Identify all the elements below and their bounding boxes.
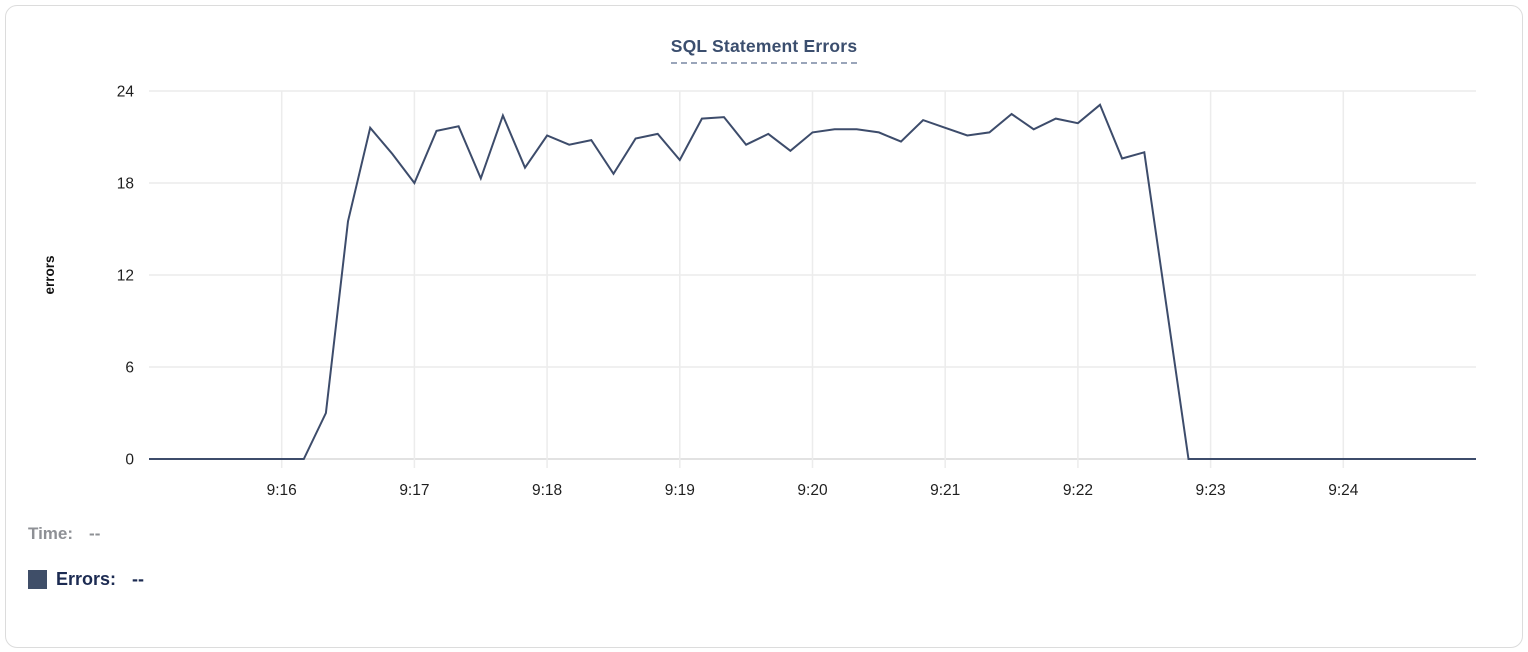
y-tick-label: 24 <box>117 84 135 101</box>
y-tick-label: 12 <box>117 268 134 285</box>
x-tick-label: 9:24 <box>1328 482 1359 499</box>
y-axis-title: errors <box>42 255 57 294</box>
x-tick-label: 9:19 <box>665 482 695 499</box>
x-tick-label: 9:20 <box>797 482 828 499</box>
chart-card: SQL Statement Errors 0 6 12 18 24 9:16 9:17 9:1… <box>5 5 1523 648</box>
y-axis-label: errors <box>42 255 57 294</box>
axis-tick-labels: 0 6 12 18 24 9:16 9:17 9:18 9:19 9:20 9:21 9:22 9:23… <box>117 84 1359 500</box>
x-tick-label: 9:16 <box>267 482 297 499</box>
errors-line-chart[interactable]: 0 6 12 18 24 9:16 9:17 9:18 9:19 9:20 9:21 9:22 9:23… <box>6 6 1528 518</box>
time-value: -- <box>89 524 101 543</box>
y-tick-label: 18 <box>117 176 134 193</box>
x-tick-label: 9:23 <box>1196 482 1226 499</box>
x-tick-label: 9:22 <box>1063 482 1093 499</box>
errors-value: -- <box>132 568 145 589</box>
series-line <box>149 103 1476 460</box>
time-readout-row: Time: -- <box>28 520 144 548</box>
grid-lines <box>149 90 1476 468</box>
hover-readout: Time: -- Errors: -- <box>28 520 144 610</box>
y-tick-label: 0 <box>125 452 134 469</box>
errors-series-swatch[interactable] <box>28 569 47 589</box>
time-label: Time: <box>28 524 74 543</box>
errors-series-path <box>149 103 1476 460</box>
x-tick-label: 9:21 <box>930 482 960 499</box>
x-tick-label: 9:18 <box>532 482 562 499</box>
errors-label: Errors: <box>56 568 117 589</box>
chart-header: SQL Statement Errors <box>6 36 1522 64</box>
chart-title[interactable]: SQL Statement Errors <box>670 36 858 64</box>
x-tick-label: 9:17 <box>399 482 429 499</box>
y-tick-label: 6 <box>125 360 134 377</box>
errors-legend-row[interactable]: Errors: -- <box>28 565 144 593</box>
